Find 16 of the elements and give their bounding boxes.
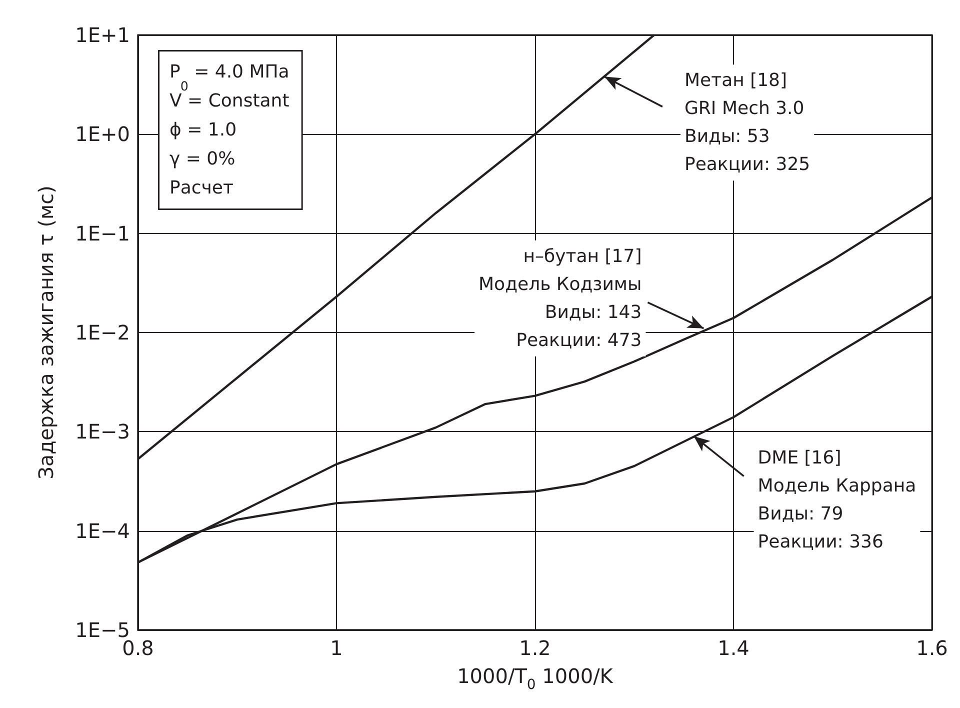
y-tick-label: 1E−1 bbox=[75, 221, 130, 246]
x-tick-label: 0.8 bbox=[122, 636, 154, 660]
annotation: DME [16] Модель Каррана Виды: 79 Реакции: 336 bbox=[758, 448, 916, 553]
x-tick-label: 1.6 bbox=[916, 636, 948, 660]
x-tick-label: 1 bbox=[330, 636, 343, 660]
y-tick-label: 1E−3 bbox=[75, 420, 130, 444]
annotation: Метан [18] GRI Mech 3.0 Виды: 53 Реакции: 325 bbox=[684, 70, 810, 176]
x-tick-label: 1.4 bbox=[718, 636, 750, 660]
y-tick-label: 1E+1 bbox=[75, 23, 130, 47]
annotation: н–бутан [17] Модель Кодзимы Виды: 143 Реакции: 473 bbox=[478, 246, 642, 351]
annotation: P0 = 4.0 МПа V = Constant ϕ = 1.0 γ = 0% Расчет bbox=[170, 62, 290, 198]
y-tick-label: 1E−4 bbox=[75, 518, 130, 543]
x-tick-label: 1.2 bbox=[519, 636, 551, 660]
y-tick-label: 1E+0 bbox=[75, 122, 130, 146]
y-axis-title: Задержка зажигания τ (мс) bbox=[34, 186, 58, 480]
y-tick-label: 1E−2 bbox=[75, 320, 130, 344]
